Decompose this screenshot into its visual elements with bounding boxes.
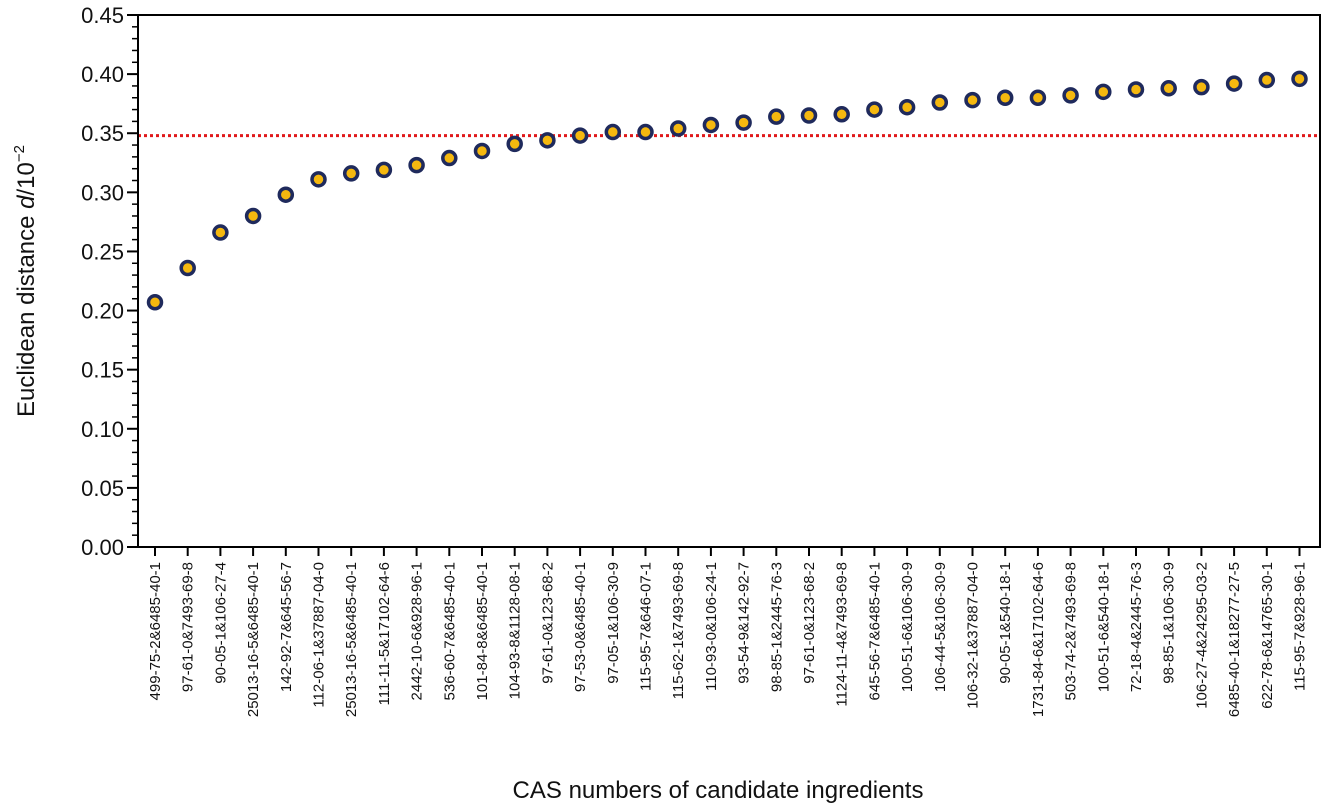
y-tick-labels: 0.00 0.05 0.10 0.15 0.20 0.25 0.30 0.35 0.40 0.45 — [81, 3, 124, 560]
data-point — [1258, 71, 1276, 89]
x-tick-label: 503-74-2&7493-69-8 — [1063, 562, 1080, 700]
x-tick-label: 100-51-6&540-18-1 — [1095, 562, 1112, 692]
data-point — [1193, 78, 1210, 96]
x-tick-label: 111-11-5&17102-64-6 — [376, 562, 393, 705]
x-tick-label: 97-61-0&7493-69-8 — [180, 562, 197, 692]
x-tick-label: 106-32-1&37887-04-0 — [965, 562, 982, 709]
x-tick-label: 97-05-1&106-30-9 — [605, 562, 622, 684]
x-tick-label: 106-44-5&106-30-9 — [932, 562, 949, 692]
data-point — [408, 156, 425, 174]
y-axis-title-variable: d — [13, 195, 40, 209]
data-point — [735, 114, 752, 131]
x-tick-label: 104-93-8&1128-08-1 — [507, 562, 524, 699]
y-tick-label: 0.15 — [81, 358, 124, 383]
y-tick-label: 0.25 — [81, 239, 124, 264]
data-point — [866, 101, 883, 118]
data-point — [244, 207, 262, 225]
y-tick-label: 0.05 — [81, 476, 124, 501]
x-axis-ticks — [154, 547, 1301, 556]
data-point — [604, 123, 622, 141]
data-point — [506, 135, 523, 153]
x-tick-label: 6485-40-1&18277-27-5 — [1226, 562, 1243, 717]
x-tick-label: 90-05-1&540-18-1 — [997, 562, 1014, 684]
x-tick-label: 72-18-4&2445-76-3 — [1128, 562, 1145, 692]
data-point — [898, 98, 916, 116]
y-axis-title-exponent: −2 — [11, 145, 28, 162]
plot-frame — [137, 14, 1321, 548]
x-tick-label: 97-61-0&123-68-2 — [539, 562, 556, 684]
data-point — [833, 106, 850, 123]
data-point — [768, 108, 785, 125]
data-point — [800, 107, 818, 124]
x-tick-label: 645-56-7&6485-40-1 — [866, 562, 883, 700]
x-tick-label: 622-78-6&14765-30-1 — [1259, 562, 1276, 709]
y-axis-title-prefix: Euclidean distance — [13, 209, 40, 417]
data-point — [1291, 70, 1308, 88]
x-tick-label: 90-05-1&106-27-4 — [212, 562, 229, 684]
x-tick-label: 115-62-1&7493-69-8 — [670, 562, 687, 699]
x-tick-label: 106-27-4&24295-03-2 — [1193, 562, 1210, 709]
x-tick-label: 93-54-9&142-92-7 — [736, 562, 753, 684]
x-tick-label: 499-75-2&6485-40-1 — [147, 562, 164, 700]
x-tick-label: 115-95-7&646-07-1 — [638, 562, 655, 691]
y-tick-label: 0.35 — [81, 121, 124, 146]
data-point — [1029, 89, 1047, 107]
data-point — [473, 142, 491, 160]
data-point — [1225, 75, 1243, 92]
data-point — [931, 94, 949, 111]
x-tick-label: 25013-16-5&6485-40-1 — [343, 562, 360, 717]
x-tick-label: 97-61-0&123-68-2 — [801, 562, 818, 684]
data-point — [375, 161, 393, 179]
data-point — [702, 116, 720, 134]
data-point — [441, 149, 458, 167]
y-tick-label: 0.40 — [81, 62, 124, 87]
data-point — [212, 224, 229, 241]
data-point — [1160, 80, 1177, 97]
x-tick-label: 98-85-1&2445-76-3 — [768, 562, 785, 692]
x-axis-title: CAS numbers of candidate ingredients — [513, 777, 924, 804]
x-tick-label: 2442-10-6&928-96-1 — [409, 562, 426, 700]
x-tick-label: 1124-11-4&7493-69-8 — [834, 562, 851, 707]
y-axis-title-unit: /10 — [13, 162, 40, 195]
data-point — [310, 171, 327, 188]
data-points — [146, 70, 1308, 311]
x-tick-label: 536-60-7&6485-40-1 — [441, 562, 458, 700]
data-point — [179, 259, 196, 277]
x-tick-label: 25013-16-5&6485-40-1 — [245, 562, 262, 717]
data-point — [571, 127, 589, 144]
x-tick-labels: 499-75-2&6485-40-1 97-61-0&7493-69-8 90-05… — [147, 562, 1309, 717]
x-tick-label: 98-85-1&106-30-9 — [1161, 562, 1178, 684]
x-tick-label: 110-93-0&106-24-1 — [703, 562, 720, 691]
data-point — [996, 89, 1014, 107]
y-tick-label: 0.45 — [81, 3, 124, 28]
data-point — [637, 123, 654, 141]
data-point — [1127, 81, 1145, 98]
data-point — [964, 91, 981, 109]
y-tick-label: 0.30 — [81, 180, 124, 205]
data-point — [277, 186, 295, 203]
x-tick-label: 115-95-7&928-96-1 — [1292, 562, 1309, 691]
data-point — [1095, 83, 1112, 101]
x-tick-label: 142-92-7&645-56-7 — [278, 562, 295, 692]
y-axis-title: Euclidean distance d/10−2 — [11, 145, 40, 417]
x-tick-label: 100-51-6&106-30-9 — [899, 562, 916, 692]
data-point — [669, 120, 687, 137]
data-point — [146, 294, 164, 311]
data-point — [539, 132, 556, 149]
x-tick-label: 1731-84-6&17102-64-6 — [1030, 562, 1047, 717]
x-tick-label: 101-84-8&6485-40-1 — [474, 562, 491, 700]
data-point — [1062, 87, 1079, 104]
y-tick-label: 0.20 — [81, 299, 124, 324]
x-tick-label: 112-06-1&37887-04-0 — [311, 562, 328, 708]
data-point — [342, 165, 360, 182]
x-tick-label: 97-53-0&6485-40-1 — [572, 562, 589, 692]
y-axis-ticks — [127, 14, 138, 548]
y-tick-label: 0.00 — [81, 535, 124, 560]
y-tick-label: 0.10 — [81, 417, 124, 442]
